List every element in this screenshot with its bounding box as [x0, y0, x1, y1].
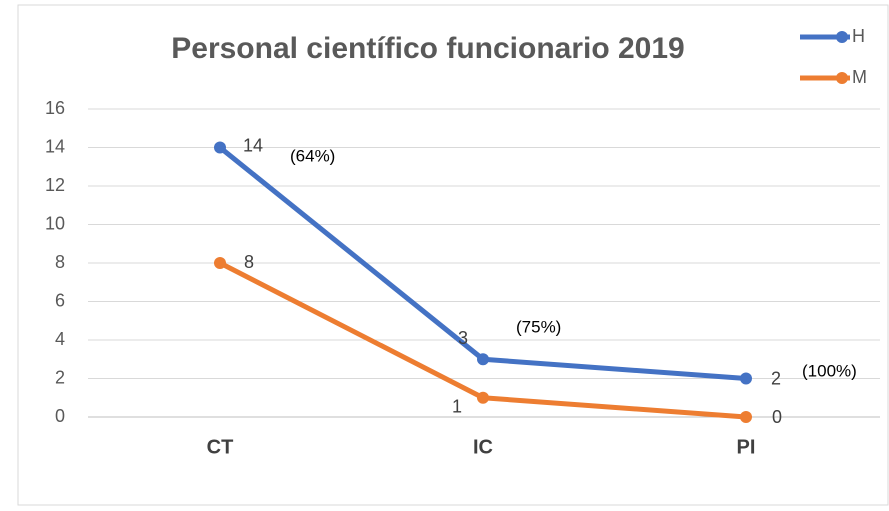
x-tick-label: IC — [473, 436, 493, 458]
x-tick-label: CT — [207, 436, 234, 458]
y-tick-label: 16 — [45, 98, 65, 118]
legend-label: H — [852, 26, 865, 46]
y-tick-label: 6 — [55, 290, 65, 310]
marker — [477, 391, 489, 404]
marker — [740, 411, 752, 423]
y-tick-label: 10 — [45, 213, 65, 233]
x-tick-label: PI — [737, 436, 756, 458]
data-label: 14 — [243, 135, 263, 155]
y-tick-label: 0 — [55, 406, 65, 426]
y-tick-label: 12 — [45, 175, 65, 195]
marker — [477, 353, 489, 366]
marker — [214, 257, 226, 269]
marker — [740, 372, 752, 385]
y-tick-label: 8 — [55, 252, 65, 272]
data-label: 2 — [771, 368, 781, 388]
chart-border — [17, 4, 889, 506]
data-label: 3 — [458, 328, 468, 348]
chart-title: Personal científico funcionario 2019 — [171, 32, 685, 65]
data-label: 0 — [772, 407, 782, 427]
data-label: 1 — [452, 397, 462, 417]
y-tick-label: 4 — [55, 329, 65, 349]
annotation: (75%) — [516, 317, 561, 336]
annotation: (100%) — [802, 361, 857, 380]
legend-marker — [836, 31, 848, 43]
data-label: 8 — [244, 252, 254, 272]
y-tick-label: 14 — [45, 136, 65, 156]
marker — [214, 141, 226, 154]
legend-marker — [836, 72, 848, 84]
annotation: (64%) — [290, 146, 335, 165]
y-tick-label: 2 — [55, 367, 65, 387]
legend-label: M — [852, 67, 867, 87]
